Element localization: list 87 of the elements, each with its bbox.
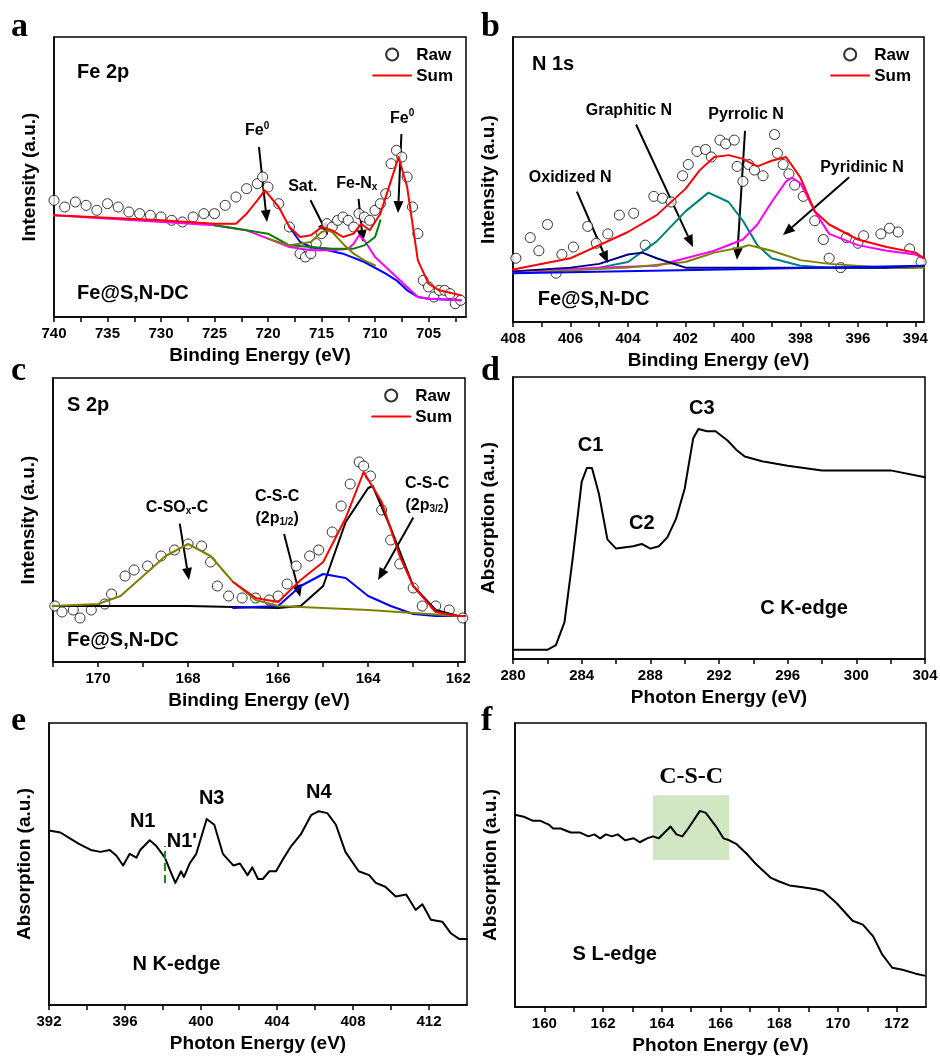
y-axis-title: Absorption (a.u.) bbox=[477, 442, 498, 594]
x-tick-label: 735 bbox=[94, 324, 121, 341]
annotation: C1 bbox=[577, 433, 604, 456]
annotation: Fe@S,N-DC bbox=[537, 286, 650, 309]
chart-title: a bbox=[11, 5, 28, 43]
x-axis-title: Binding Energy (eV) bbox=[168, 688, 350, 710]
x-tick-label: 292 bbox=[706, 666, 732, 683]
x-tick-label: 168 bbox=[175, 669, 201, 686]
annotation: Sat. bbox=[288, 176, 318, 194]
x-tick-label: 164 bbox=[649, 1014, 675, 1031]
chart-title: e bbox=[11, 699, 27, 737]
annotation: Pyridinic N bbox=[820, 157, 904, 175]
text: Pyrrolic N bbox=[708, 105, 784, 123]
x-tick-label: 392 bbox=[36, 1012, 62, 1029]
x-axis-title: Binding Energy (eV) bbox=[169, 343, 351, 365]
band-label: C-S-C bbox=[659, 762, 724, 789]
x-tick-label: 162 bbox=[590, 1014, 616, 1031]
x-tick-label: 168 bbox=[766, 1014, 792, 1031]
x-tick-label: 402 bbox=[672, 329, 698, 346]
y-axis-title: Absorption (a.u.) bbox=[13, 788, 34, 940]
x-tick-label: 398 bbox=[787, 329, 813, 346]
x-tick-label: 170 bbox=[825, 1014, 851, 1031]
x-tick-label: 164 bbox=[355, 669, 382, 686]
chart-title: f bbox=[481, 699, 493, 737]
x-axis-title: Photon Energy (eV) bbox=[169, 1031, 347, 1053]
x-tick-label: 412 bbox=[416, 1012, 442, 1029]
annotation: C K-edge bbox=[760, 595, 848, 618]
x-tick-label: 408 bbox=[500, 329, 526, 346]
x-axis-title: Binding Energy (eV) bbox=[627, 348, 810, 370]
x-tick-label: 408 bbox=[340, 1012, 366, 1029]
annotation: Fe@S,N-DC bbox=[77, 280, 189, 303]
annotation: S L-edge bbox=[572, 942, 657, 965]
x-tick-label: 284 bbox=[569, 666, 595, 683]
legend-label: Raw bbox=[415, 386, 451, 405]
y-axis-title: Intensity (a.u.) bbox=[477, 115, 498, 244]
legend-label: Sum bbox=[874, 66, 911, 85]
annotation: C2 bbox=[628, 510, 655, 533]
x-tick-label: 730 bbox=[148, 324, 174, 341]
chart-title: b bbox=[481, 5, 500, 43]
chart-title: c bbox=[11, 349, 27, 387]
y-axis-title: Intensity (a.u.) bbox=[17, 455, 38, 585]
annotation: Fe@S,N-DC bbox=[67, 628, 179, 651]
annotation: N1 bbox=[129, 809, 156, 832]
y-axis-title: Intensity (a.u.) bbox=[18, 112, 39, 242]
legend-label: Raw bbox=[416, 45, 452, 64]
y-axis-title: Absorption (a.u.) bbox=[479, 789, 500, 941]
text: Graphitic N bbox=[585, 100, 673, 118]
annotation: N4 bbox=[306, 780, 333, 803]
x-tick-label: 304 bbox=[912, 666, 939, 683]
x-tick-label: 170 bbox=[85, 669, 111, 686]
x-tick-label: 288 bbox=[637, 666, 663, 683]
text: N 1s bbox=[531, 51, 575, 74]
annotation: N1' bbox=[166, 828, 198, 851]
annotation: Oxidized N bbox=[528, 167, 612, 185]
x-tick-label: 400 bbox=[730, 329, 756, 346]
x-tick-label: 296 bbox=[775, 666, 801, 683]
x-tick-label: 300 bbox=[843, 666, 869, 683]
x-axis-title: Photon Energy (eV) bbox=[630, 685, 808, 707]
x-tick-label: 720 bbox=[255, 324, 281, 341]
x-tick-label: 396 bbox=[112, 1012, 138, 1029]
x-tick-label: 280 bbox=[500, 666, 526, 683]
x-tick-label: 396 bbox=[845, 329, 871, 346]
x-tick-label: 404 bbox=[615, 329, 642, 346]
x-tick-label: 710 bbox=[362, 324, 388, 341]
x-tick-label: 715 bbox=[309, 324, 335, 341]
x-tick-label: 162 bbox=[445, 669, 471, 686]
x-tick-label: 394 bbox=[902, 329, 929, 346]
legend-label: Raw bbox=[874, 45, 910, 64]
x-tick-label: 404 bbox=[264, 1012, 291, 1029]
x-tick-label: 160 bbox=[531, 1014, 557, 1031]
annotation: N K-edge bbox=[132, 951, 221, 974]
x-tick-label: 400 bbox=[188, 1012, 214, 1029]
text: S 2p bbox=[67, 392, 110, 415]
annotation: N3 bbox=[198, 785, 225, 808]
text: Fe 2p bbox=[77, 59, 130, 82]
annotation: C3 bbox=[689, 395, 715, 418]
x-tick-label: 725 bbox=[202, 324, 228, 341]
legend-label: Sum bbox=[415, 407, 452, 426]
x-axis-title: Photon Energy (eV) bbox=[632, 1033, 809, 1055]
chart-title: d bbox=[481, 349, 500, 387]
x-tick-label: 705 bbox=[416, 324, 442, 341]
x-tick-label: 172 bbox=[884, 1014, 910, 1031]
x-tick-label: 740 bbox=[41, 324, 67, 341]
x-tick-label: 166 bbox=[707, 1014, 734, 1031]
x-tick-label: 406 bbox=[557, 329, 583, 346]
legend-label: Sum bbox=[416, 66, 453, 85]
x-tick-label: 166 bbox=[265, 669, 291, 686]
